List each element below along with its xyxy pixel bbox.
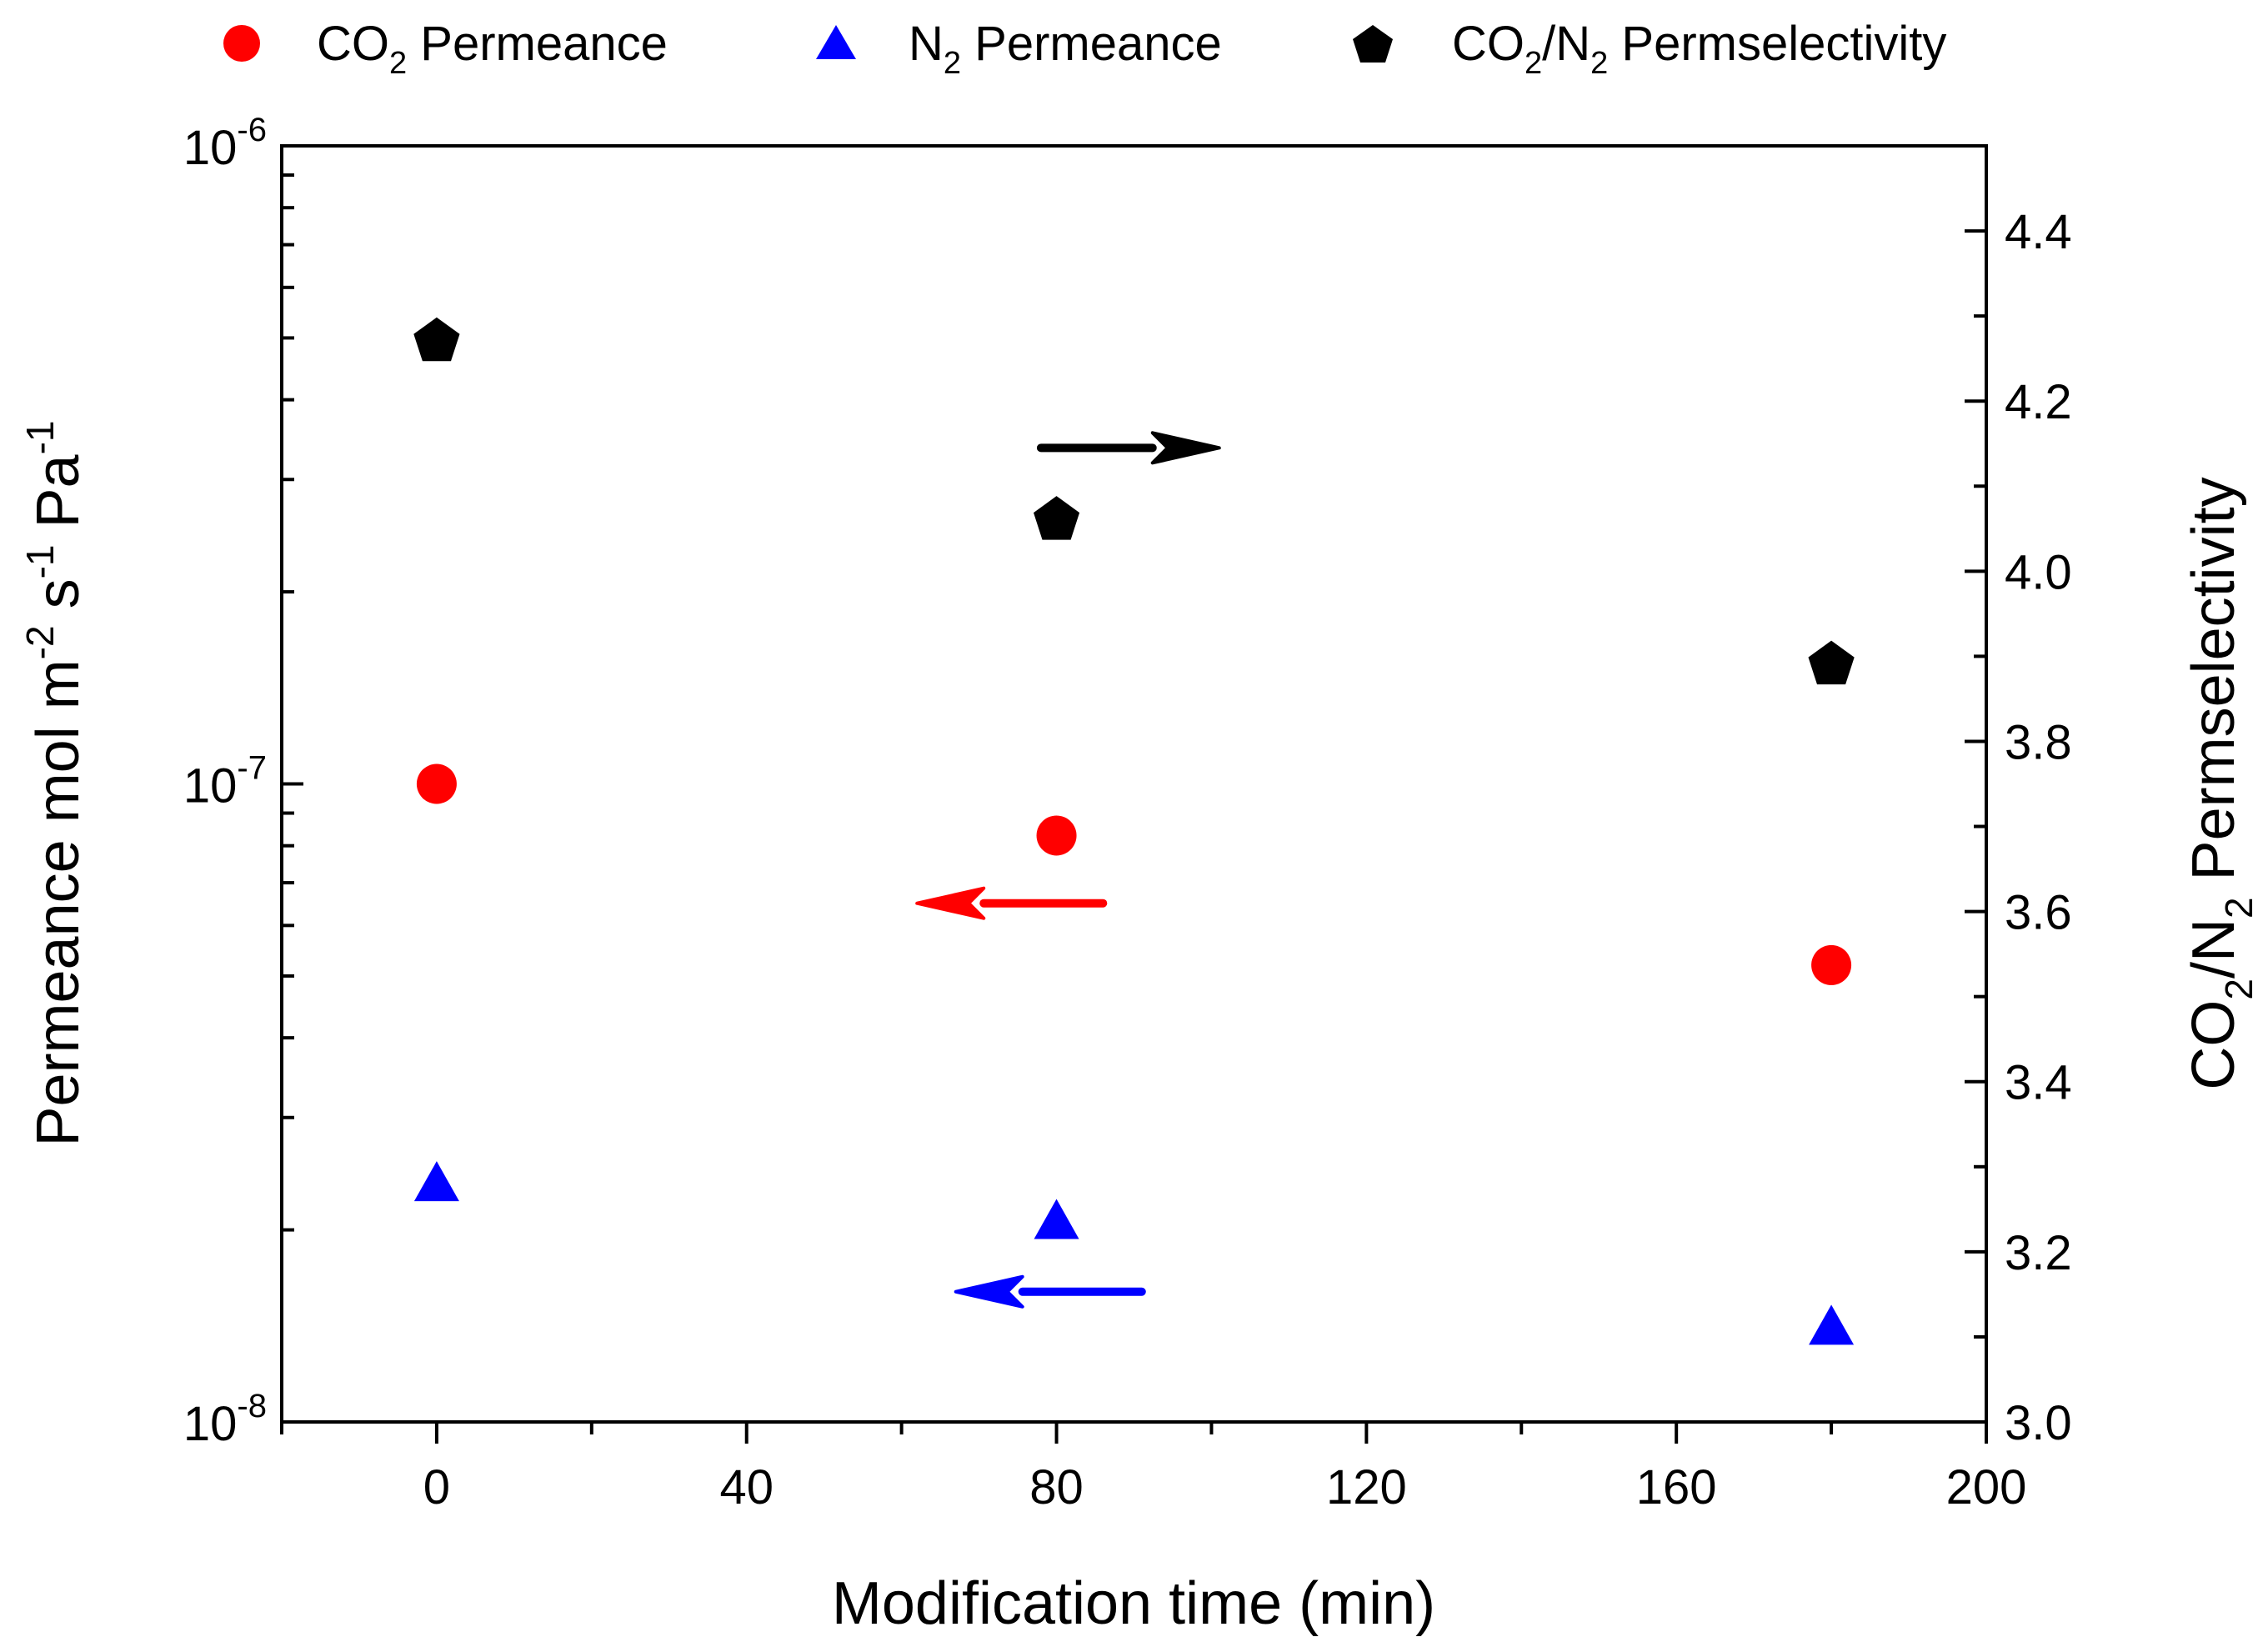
y-left-tick-label: 10-6 <box>183 112 267 175</box>
arrow-head <box>915 886 986 920</box>
legend-item-co2-permeance: CO2 Permeance <box>223 17 668 81</box>
y-right-tick-label: 4.0 <box>2005 545 2072 599</box>
legend-marker-circle <box>223 25 260 62</box>
legend-marker-pentagon <box>1353 25 1393 63</box>
y-right-tick-label: 4.4 <box>2005 205 2072 259</box>
x-tick-label: 40 <box>719 1460 774 1514</box>
y-left-axis-ticks: 10-8 10-7 10-6 <box>183 112 303 1451</box>
y-left-tick-label: 10-7 <box>183 750 267 813</box>
n2-permeance-point <box>413 1161 459 1202</box>
legend-marker-triangle <box>816 25 856 59</box>
legend-item-n2-permeance: N2 Permeance <box>816 17 1222 81</box>
arrow-head <box>954 1274 1024 1309</box>
x-tick-label: 0 <box>423 1460 450 1514</box>
co2-permeance-point <box>1036 815 1077 856</box>
y-right-tick-label: 3.8 <box>2005 715 2072 769</box>
co2-permeance-point <box>416 763 457 804</box>
plot-frame <box>280 144 1988 1424</box>
x-tick-label: 80 <box>1029 1460 1084 1514</box>
y-left-axis-title: Permeance mol m-2 s-1 Pa-1 <box>18 420 92 1146</box>
legend-label-n2-permeance: N2 Permeance <box>909 17 1222 81</box>
y-right-tick-label: 3.4 <box>2005 1056 2072 1110</box>
legend-item-permselectivity: CO2/N2 Permselectivity <box>1353 17 1946 81</box>
y-right-tick-label: 3.0 <box>2005 1396 2072 1450</box>
data-points <box>413 317 1855 1345</box>
n2-permeance-point <box>1034 1199 1079 1239</box>
y-right-axis-ticks: 3.0 3.2 3.4 3.6 3.8 4.0 4.2 4.4 <box>1965 144 2072 1450</box>
co2-permeance-point <box>1811 944 1852 985</box>
x-axis-ticks: 0 40 80 120 160 200 <box>280 1422 2027 1514</box>
permselectivity-point <box>1808 640 1855 685</box>
legend: CO2 Permeance N2 Permeance CO2/N2 Permse… <box>223 17 1946 81</box>
y-right-tick-label: 3.6 <box>2005 886 2072 940</box>
x-tick-label: 120 <box>1326 1460 1407 1514</box>
x-tick-label: 200 <box>1946 1460 2027 1514</box>
y-right-tick-label: 3.2 <box>2005 1226 2072 1280</box>
legend-label-co2-permeance: CO2 Permeance <box>317 17 668 81</box>
n2-permeance-point <box>1809 1304 1855 1345</box>
y-left-tick-label: 10-8 <box>183 1388 267 1451</box>
y-right-axis-title: CO2/N2 Permselectivity <box>2180 477 2260 1089</box>
permselectivity-point <box>413 317 460 362</box>
x-tick-label: 160 <box>1636 1460 1717 1514</box>
permselectivity-point <box>1034 496 1080 540</box>
axis-indicator-arrows <box>915 431 1221 1309</box>
arrow-head <box>1150 431 1221 465</box>
legend-label-permselectivity: CO2/N2 Permselectivity <box>1452 17 1946 81</box>
x-axis-title: Modification time (min) <box>832 1570 1435 1637</box>
y-right-tick-label: 4.2 <box>2005 375 2072 429</box>
